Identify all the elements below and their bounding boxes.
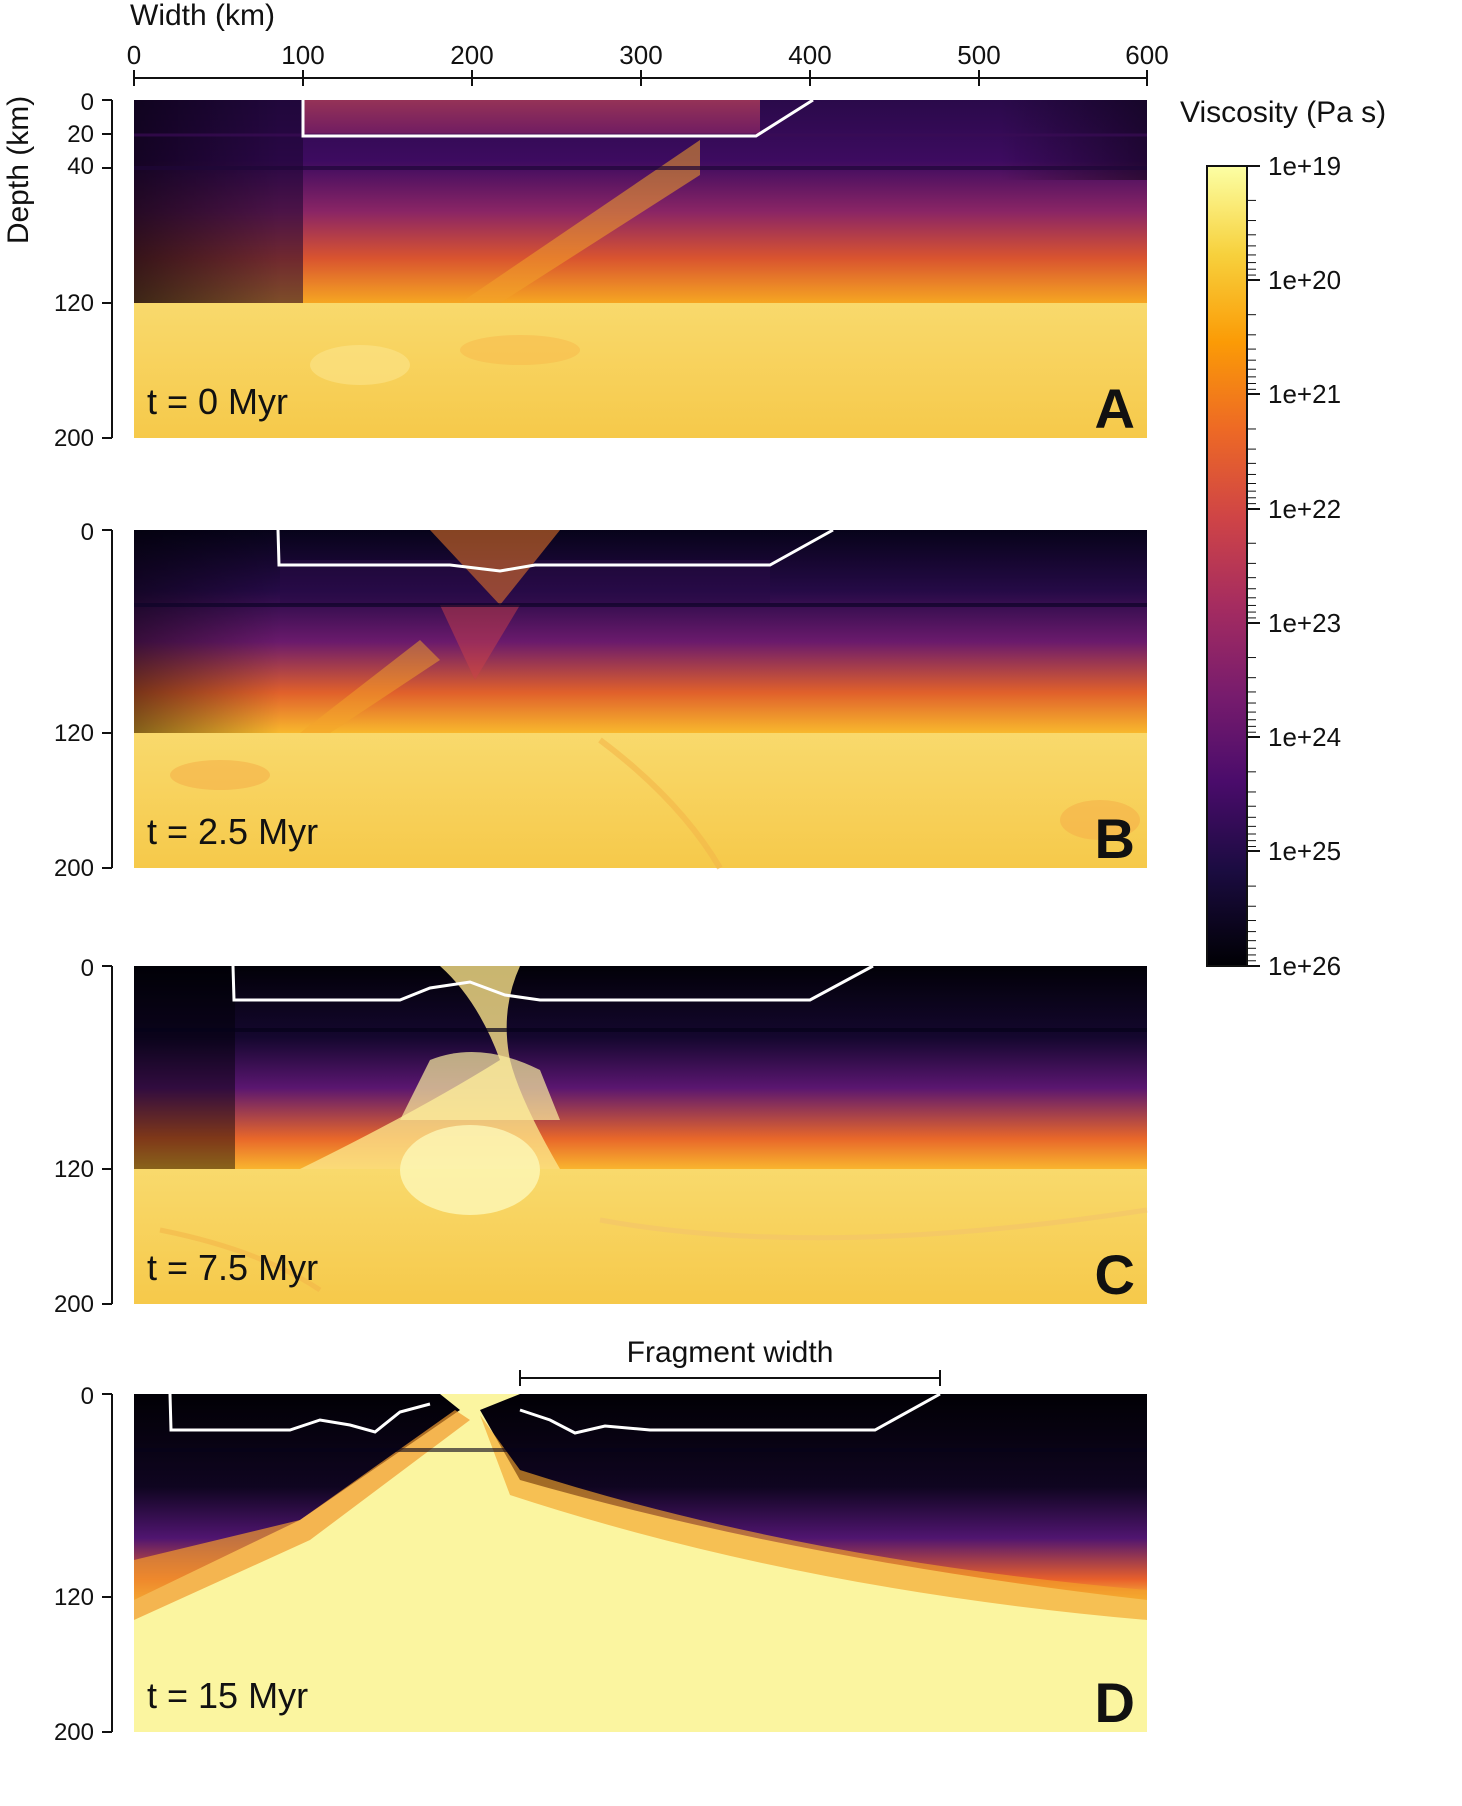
panel-b: 0 120 200 t = 2.5 Myr B [54,519,1147,882]
panel-d-time-label: t = 15 Myr [147,1675,308,1716]
panel-a-crust-outline [301,98,814,138]
x-tick-label: 200 [450,40,493,70]
panel-d-letter: D [1095,1671,1135,1734]
y-tick-label: 120 [54,1156,94,1183]
colorbar: Viscosity (Pa s) 1e+19 1e+20 1e+21 1e+22… [1180,96,1386,981]
colorbar-tick-label: 1e+23 [1268,608,1341,638]
y-tick-label: 200 [54,425,94,452]
y-tick-label: 200 [54,1291,94,1318]
panel-c: 0 120 200 t = 7.5 Myr C [54,955,1148,1318]
x-tick-label: 600 [1125,40,1168,70]
x-tick-label: 0 [127,40,141,70]
y-tick-label: 120 [54,1584,94,1611]
panel-a-letter: A [1095,377,1135,440]
y-axis-label: Depth (km) [2,96,35,244]
panel-d-crust-outline-left [168,1393,431,1434]
fragment-width-label: Fragment width [627,1336,834,1369]
x-tick-label: 500 [957,40,1000,70]
x-axis-label: Width (km) [130,0,275,32]
y-tick-label: 120 [54,720,94,747]
y-tick-label: 0 [81,1383,94,1410]
colorbar-title: Viscosity (Pa s) [1180,96,1386,129]
panel-b-letter: B [1095,807,1135,870]
panel-a-time-label: t = 0 Myr [147,381,288,422]
panel-b-crust-outline [276,528,834,573]
x-tick-marks [133,70,1148,86]
colorbar-tick-label: 1e+26 [1268,951,1341,981]
y-tick-label: 40 [67,153,94,180]
colorbar-tick-label: 1e+20 [1268,265,1341,295]
panel-c-crust-outline [231,964,874,1002]
x-tick-label: 100 [281,40,324,70]
y-tick-label: 200 [54,1719,94,1746]
colorbar-minor-ticks [1247,199,1256,962]
panel-b-time-label: t = 2.5 Myr [147,811,318,852]
panel-d-crust-outline-right [519,1392,941,1435]
fragment-width-bracket [519,1370,941,1386]
y-tick-label: 0 [81,519,94,546]
panel-d-field [134,1394,1147,1732]
y-tick-label: 0 [81,955,94,982]
y-tick-label: 200 [54,855,94,882]
colorbar-tick-label: 1e+19 [1268,151,1341,181]
colorbar-tick-label: 1e+25 [1268,836,1341,866]
colorbar-gradient [1206,165,1248,967]
panel-c-letter: C [1095,1243,1135,1306]
y-tick-label: 20 [67,121,94,148]
x-axis: Width (km) 0 100 200 300 400 500 600 [127,0,1169,86]
panel-a: 0 20 40 120 200 t = 0 Myr A [54,89,1147,452]
colorbar-tick-label: 1e+22 [1268,494,1341,524]
panel-d: Fragment width 0 120 200 t = 15 Myr D [54,1336,1147,1746]
x-tick-label: 400 [788,40,831,70]
x-tick-label: 300 [619,40,662,70]
y-tick-label: 120 [54,290,94,317]
y-tick-label: 0 [81,89,94,116]
colorbar-tick-label: 1e+24 [1268,722,1341,752]
colorbar-tick-label: 1e+21 [1268,379,1341,409]
panel-c-time-label: t = 7.5 Myr [147,1247,318,1288]
colorbar-major-ticks [1247,165,1260,967]
